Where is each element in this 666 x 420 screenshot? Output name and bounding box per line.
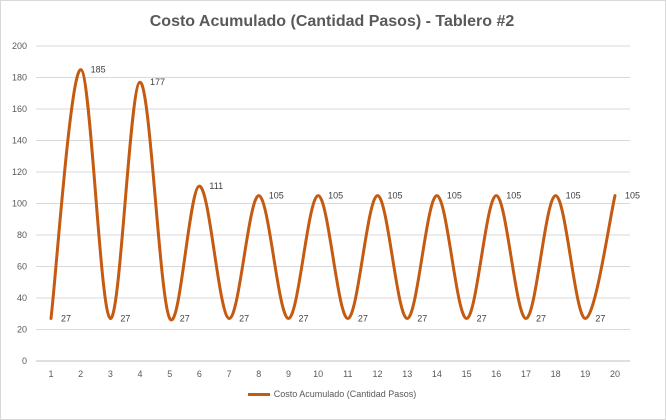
data-label: 27	[298, 313, 308, 323]
x-tick-label: 8	[256, 369, 261, 379]
x-tick-label: 4	[138, 369, 143, 379]
y-axis-ticks: 0 20 40 60 80 100 120 140 160 180 200	[12, 41, 27, 366]
y-tick-label: 40	[17, 293, 27, 303]
data-label: 177	[150, 77, 165, 87]
x-tick-label: 10	[313, 369, 323, 379]
series-line	[49, 68, 617, 322]
data-label: 27	[536, 313, 546, 323]
data-label: 27	[477, 313, 487, 323]
data-label: 105	[328, 191, 343, 201]
y-tick-label: 80	[17, 230, 27, 240]
gridlines	[36, 45, 630, 362]
data-label: 185	[91, 65, 106, 75]
x-tick-label: 12	[373, 369, 383, 379]
data-label: 27	[595, 313, 605, 323]
x-tick-label: 5	[167, 369, 172, 379]
x-tick-label: 15	[462, 369, 472, 379]
data-labels: 27 185 27 177 27 111 27 105 27 105 27 105 27 105 27 105…	[61, 65, 640, 324]
data-label: 111	[209, 181, 223, 191]
y-tick-label: 20	[17, 325, 27, 335]
data-label: 27	[417, 313, 427, 323]
x-tick-label: 6	[197, 369, 202, 379]
x-tick-label: 3	[108, 369, 113, 379]
y-tick-label: 120	[12, 167, 27, 177]
x-tick-label: 2	[78, 369, 83, 379]
y-tick-label: 140	[12, 136, 27, 146]
data-label: 27	[61, 313, 71, 323]
data-label: 105	[625, 191, 640, 201]
data-label: 27	[358, 313, 368, 323]
x-tick-label: 14	[432, 369, 442, 379]
data-label: 105	[269, 191, 284, 201]
data-label: 27	[239, 313, 249, 323]
x-tick-label: 19	[580, 369, 590, 379]
legend: Costo Acumulado (Cantidad Pasos)	[0, 389, 664, 399]
x-tick-label: 1	[48, 369, 53, 379]
data-label: 105	[447, 191, 462, 201]
y-tick-label: 180	[12, 73, 27, 83]
legend-label: Costo Acumulado (Cantidad Pasos)	[273, 389, 417, 399]
y-tick-label: 60	[17, 262, 27, 272]
chart-title: Costo Acumulado (Cantidad Pasos) - Table…	[149, 13, 515, 30]
y-tick-label: 160	[12, 104, 27, 114]
data-label: 105	[566, 191, 581, 201]
data-label: 105	[506, 191, 521, 201]
y-tick-label: 100	[12, 199, 27, 209]
data-label: 27	[120, 313, 130, 323]
data-label: 105	[388, 191, 403, 201]
x-tick-label: 13	[402, 369, 412, 379]
data-label: 27	[180, 313, 190, 323]
y-tick-label: 200	[12, 41, 27, 51]
y-tick-label: 0	[22, 356, 27, 366]
x-tick-label: 7	[227, 369, 232, 379]
x-tick-label: 9	[286, 369, 291, 379]
x-tick-label: 11	[343, 369, 352, 379]
x-tick-label: 17	[521, 369, 531, 379]
x-tick-label: 20	[610, 369, 620, 379]
legend-swatch	[247, 393, 270, 397]
x-tick-label: 16	[491, 369, 501, 379]
x-tick-label: 18	[551, 369, 561, 379]
x-axis-ticks: 1 2 3 4 5 6 7 8 9 10 11 12 13 14 15 16 17 18 19 20	[48, 369, 620, 379]
